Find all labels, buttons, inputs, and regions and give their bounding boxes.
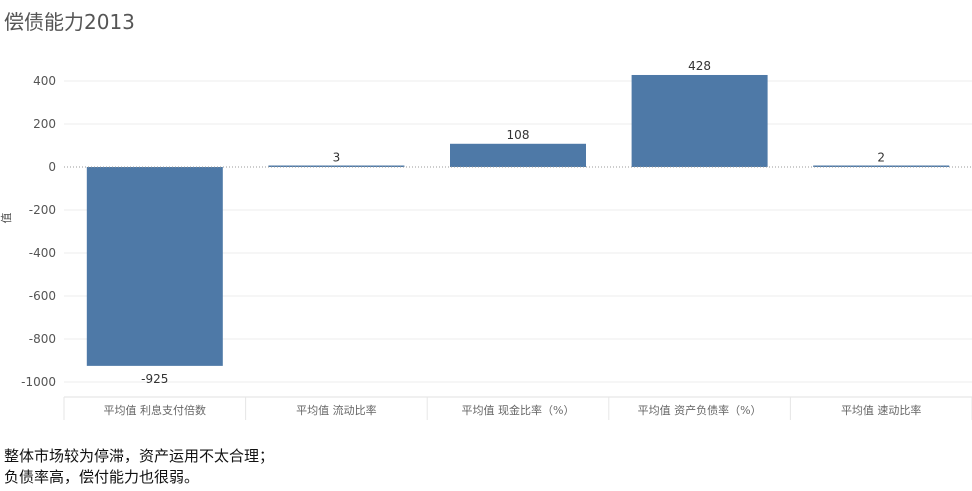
data-label: 3 <box>333 150 341 164</box>
bar <box>631 74 768 167</box>
y-tick-label: -1000 <box>21 375 56 389</box>
data-label: 2 <box>877 151 885 165</box>
y-tick-label: -800 <box>29 332 56 346</box>
y-tick-label: 400 <box>33 74 56 88</box>
y-tick-label: 200 <box>33 117 56 131</box>
x-tick-label: 平均值 速动比率 <box>841 403 922 417</box>
data-label: 428 <box>688 59 711 73</box>
x-tick-label: 平均值 利息支付倍数 <box>104 403 207 417</box>
chart-title: 偿债能力2013 <box>4 10 135 34</box>
y-axis-title: 值 <box>0 213 13 224</box>
y-tick-label: -600 <box>29 289 56 303</box>
bar-chart: 400 200 0 -200 -400 -600 -800 -1000 值 -925 3 108 428… <box>0 59 972 420</box>
data-label: 108 <box>507 128 530 142</box>
bar <box>450 143 586 167</box>
data-label: -925 <box>141 372 168 386</box>
x-tick-label: 平均值 资产负债率（%） <box>638 403 762 417</box>
bar <box>86 167 223 366</box>
x-tick-label: 平均值 现金比率（%） <box>462 403 575 417</box>
bar <box>813 165 950 167</box>
y-tick-label: 0 <box>48 160 56 174</box>
y-tick-label: -400 <box>29 246 56 260</box>
bar <box>268 165 405 167</box>
note-line-2: 负债率高，偿付能力也很弱。 <box>4 468 200 486</box>
y-tick-label: -200 <box>29 203 56 217</box>
analysis-note: 整体市场较为停滞，资产运用不太合理； 负债率高，偿付能力也很弱。 <box>4 446 274 488</box>
x-tick-label: 平均值 流动比率 <box>296 403 377 417</box>
note-line-1: 整体市场较为停滞，资产运用不太合理； <box>4 447 275 465</box>
